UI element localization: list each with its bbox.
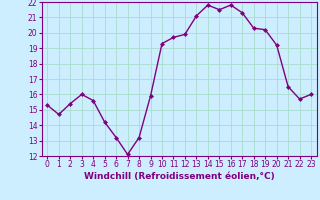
X-axis label: Windchill (Refroidissement éolien,°C): Windchill (Refroidissement éolien,°C) [84, 172, 275, 181]
